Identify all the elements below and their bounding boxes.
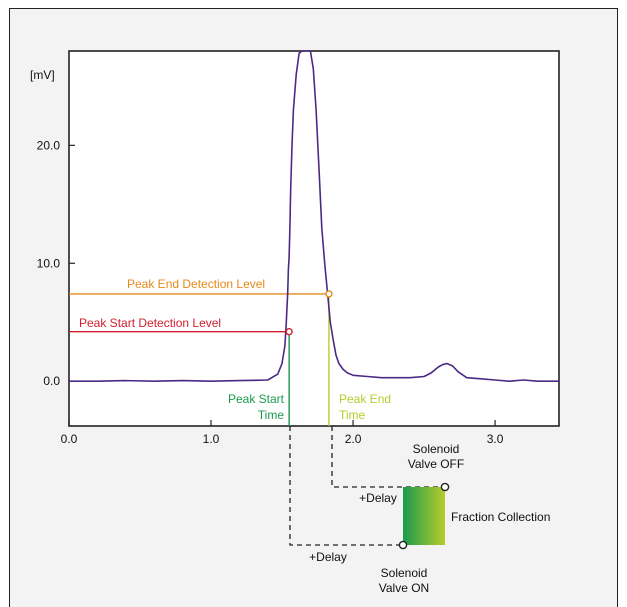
fraction-collection-bar [403, 487, 445, 545]
valve-diagram: Solenoid Valve OFF Solenoid Valve ON +De… [289, 426, 550, 595]
peak-start-time-label-1: Peak Start [228, 392, 285, 406]
y-tick-label-0: 0.0 [43, 374, 60, 388]
peak-end-time-label-2: Time [339, 408, 366, 422]
y-tick-label-2: 20.0 [37, 138, 61, 152]
series-line-0 [69, 50, 559, 382]
delay-line-lower [289, 426, 403, 546]
peak-end-time-label-1: Peak End [339, 392, 391, 406]
valve-off-label-1: Solenoid [413, 442, 460, 456]
x-tick-label-3: 3.0 [487, 432, 504, 446]
valve-off-label-2: Valve OFF [408, 457, 464, 471]
delay-label-upper: +Delay [359, 491, 397, 505]
x-tick-label-2: 2.0 [345, 432, 362, 446]
annotations [69, 293, 330, 426]
peak-end-level-label: Peak End Detection Level [127, 277, 265, 291]
x-tick-label-1: 1.0 [203, 432, 220, 446]
x-tick-label-0: 0.0 [61, 432, 78, 446]
delay-label-lower: +Delay [309, 550, 347, 564]
y-tick-label-1: 10.0 [37, 256, 61, 270]
peak-start-time-label-2: Time [258, 408, 285, 422]
peak-start-level-label: Peak Start Detection Level [79, 316, 221, 330]
valve-on-label-2: Valve ON [379, 581, 429, 595]
axes: 0.0 1.0 2.0 3.0 0.0 10.0 20.0 [37, 138, 504, 446]
plot-area [68, 50, 560, 427]
valve-on-label-1: Solenoid [381, 566, 428, 580]
detection-point-1 [325, 290, 333, 298]
fraction-collection-label: Fraction Collection [451, 510, 550, 524]
series-layer [69, 50, 559, 382]
valve-off-marker [440, 482, 450, 492]
detection-point-0 [285, 327, 293, 336]
marker-layer [285, 290, 333, 336]
y-axis-label: [mV] [30, 68, 55, 82]
valve-on-marker [398, 540, 408, 550]
